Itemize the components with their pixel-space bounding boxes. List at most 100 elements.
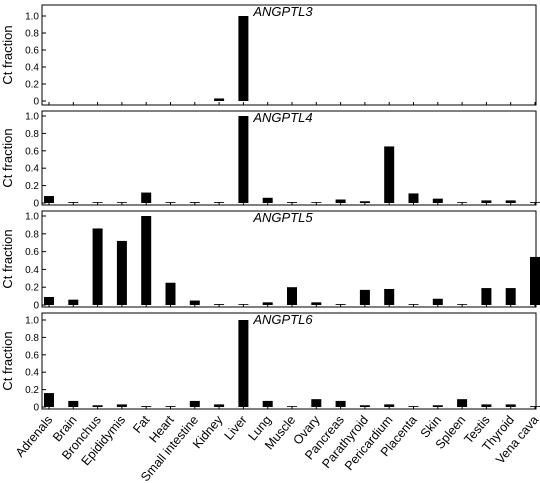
bar-ovary: [311, 202, 322, 203]
bar-epididymis: [116, 404, 127, 407]
bar-pericardium: [384, 404, 395, 407]
panel-frame: [41, 4, 537, 106]
y-tick-label: 0: [33, 403, 39, 414]
y-axis-label: Ct fraction: [0, 25, 15, 84]
bar-pericardium: [384, 146, 395, 203]
bar-ovary: [311, 399, 322, 407]
bar-lung: [262, 400, 273, 407]
bar-adrenals: [44, 196, 54, 203]
panel-angptl5: 0 0.2 0.4 0.6 0.8 1.0 Ct fraction ANGPTL5: [0, 210, 540, 312]
bar-bronchus: [92, 228, 103, 305]
y-tick-label: 0.2: [25, 80, 39, 91]
bar-kidney: [214, 304, 225, 305]
panel-angptl3: 0 0.2 0.4 0.6 0.8 1.0 Ct fraction ANGPTL3: [0, 4, 537, 108]
bar-skin: [432, 298, 443, 305]
bar-thyroid: [505, 288, 516, 305]
panel-angptl4: 0 0.2 0.4 0.6 0.8 1.0 Ct fraction ANGPTL4: [0, 110, 540, 210]
bar-heart: [165, 282, 176, 305]
y-tick-label: 0.2: [25, 181, 39, 192]
y-tick-label: 0: [33, 97, 39, 108]
bar-spleen: [457, 399, 468, 407]
y-axis-label: Ct fraction: [0, 128, 15, 187]
bar-epididymis: [116, 240, 127, 305]
bar-muscle: [287, 287, 297, 305]
y-tick-label: 0.6: [25, 247, 39, 258]
bar-heart: [165, 202, 176, 203]
y-tick-label: 1.0: [25, 316, 39, 327]
bar-brain: [68, 202, 79, 203]
bar-parathyroid: [359, 201, 370, 203]
y-tick-label: 0.6: [25, 350, 39, 361]
category-label: Adrenals: [13, 413, 55, 460]
bar-brain: [68, 400, 79, 407]
category-label: Liver: [222, 413, 250, 443]
y-tick-label: 0.2: [25, 385, 39, 396]
bar-fat: [141, 192, 152, 203]
y-axis-label: Ct fraction: [0, 331, 15, 390]
bar-parathyroid: [359, 289, 370, 305]
bar-spleen: [457, 202, 468, 203]
bar-fat: [141, 406, 152, 407]
y-tick-label: 0.6: [25, 46, 39, 57]
bar-brain: [68, 299, 79, 305]
panel-frame: [41, 312, 537, 410]
bar-placenta: [408, 304, 419, 305]
panel-frame: [41, 110, 537, 206]
y-tick-label: 1.0: [25, 12, 39, 23]
bar-thyroid: [505, 200, 516, 203]
bar-ovary: [311, 302, 322, 305]
panel-title: ANGPTL4: [252, 110, 312, 125]
bar-bronchus: [92, 405, 103, 407]
y-tick-label: 1.0: [25, 112, 39, 123]
bar-pancreas: [335, 304, 346, 305]
bar-lung: [262, 302, 273, 305]
bar-muscle: [287, 202, 297, 203]
panel-angptl6: 0 0.2 0.4 0.6 0.8 1.0 Ct fraction ANGPTL6: [0, 312, 540, 414]
bar-kidney: [214, 404, 225, 407]
bar-pancreas: [335, 400, 346, 407]
bar-small-intestine: [189, 300, 200, 305]
bar-bronchus: [92, 202, 103, 203]
panel-title: ANGPTL3: [252, 4, 313, 19]
bar-liver: [238, 116, 249, 203]
bar-adrenals: [44, 393, 54, 407]
bar-testis: [481, 288, 492, 305]
y-tick-label: 0.4: [25, 368, 39, 379]
bar-fat: [141, 216, 152, 305]
y-tick-label: 0.8: [25, 29, 39, 40]
bar-epididymis: [116, 202, 127, 203]
y-tick-label: 0.4: [25, 164, 39, 175]
bar-pancreas: [335, 199, 346, 203]
y-tick-label: 1.0: [25, 212, 39, 223]
bar-thyroid: [505, 404, 516, 407]
bar-placenta: [408, 193, 419, 203]
bar-testis: [481, 200, 492, 203]
bar-small-intestine: [189, 202, 200, 203]
y-tick-label: 0.8: [25, 129, 39, 140]
bar-skin: [432, 405, 443, 407]
bar-pericardium: [384, 288, 395, 305]
bar-vena-cava: [530, 256, 540, 305]
y-tick-label: 0.6: [25, 146, 39, 157]
y-tick-label: 0.4: [25, 63, 39, 74]
bar-kidney: [214, 98, 225, 101]
panel-title: ANGPTL6: [252, 312, 313, 327]
bar-adrenals: [44, 296, 54, 305]
bar-placenta: [408, 406, 419, 407]
y-tick-label: 0.8: [25, 229, 39, 240]
bar-muscle: [287, 406, 297, 407]
bar-heart: [165, 406, 176, 407]
bar-vena-cava: [530, 202, 540, 203]
bar-lung: [262, 197, 273, 203]
bar-liver: [238, 304, 249, 305]
bar-liver: [238, 16, 249, 101]
bar-kidney: [214, 202, 225, 203]
bar-liver: [238, 320, 249, 407]
bar-parathyroid: [359, 405, 370, 407]
bar-vena-cava: [530, 406, 540, 407]
y-tick-label: 0: [33, 199, 39, 210]
bar-spleen: [457, 304, 468, 305]
panel-title: ANGPTL5: [252, 210, 313, 225]
y-axis-label: Ct fraction: [0, 229, 15, 288]
